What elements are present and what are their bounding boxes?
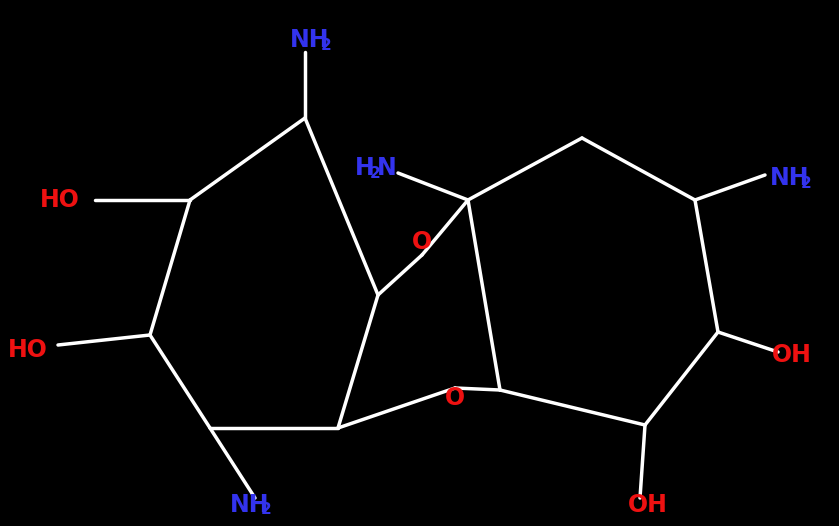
Text: 2: 2: [370, 166, 380, 180]
Text: NH: NH: [290, 28, 330, 52]
Text: O: O: [412, 230, 432, 254]
Text: OH: OH: [772, 343, 812, 367]
Text: H: H: [355, 156, 375, 180]
Text: 2: 2: [320, 37, 331, 53]
Text: HO: HO: [40, 188, 80, 212]
Text: NH: NH: [230, 493, 270, 517]
Text: OH: OH: [628, 493, 668, 517]
Text: O: O: [445, 386, 465, 410]
Text: HO: HO: [8, 338, 48, 362]
Text: NH: NH: [770, 166, 810, 190]
Text: 2: 2: [261, 502, 271, 518]
Text: N: N: [377, 156, 397, 180]
Text: 2: 2: [800, 176, 811, 190]
